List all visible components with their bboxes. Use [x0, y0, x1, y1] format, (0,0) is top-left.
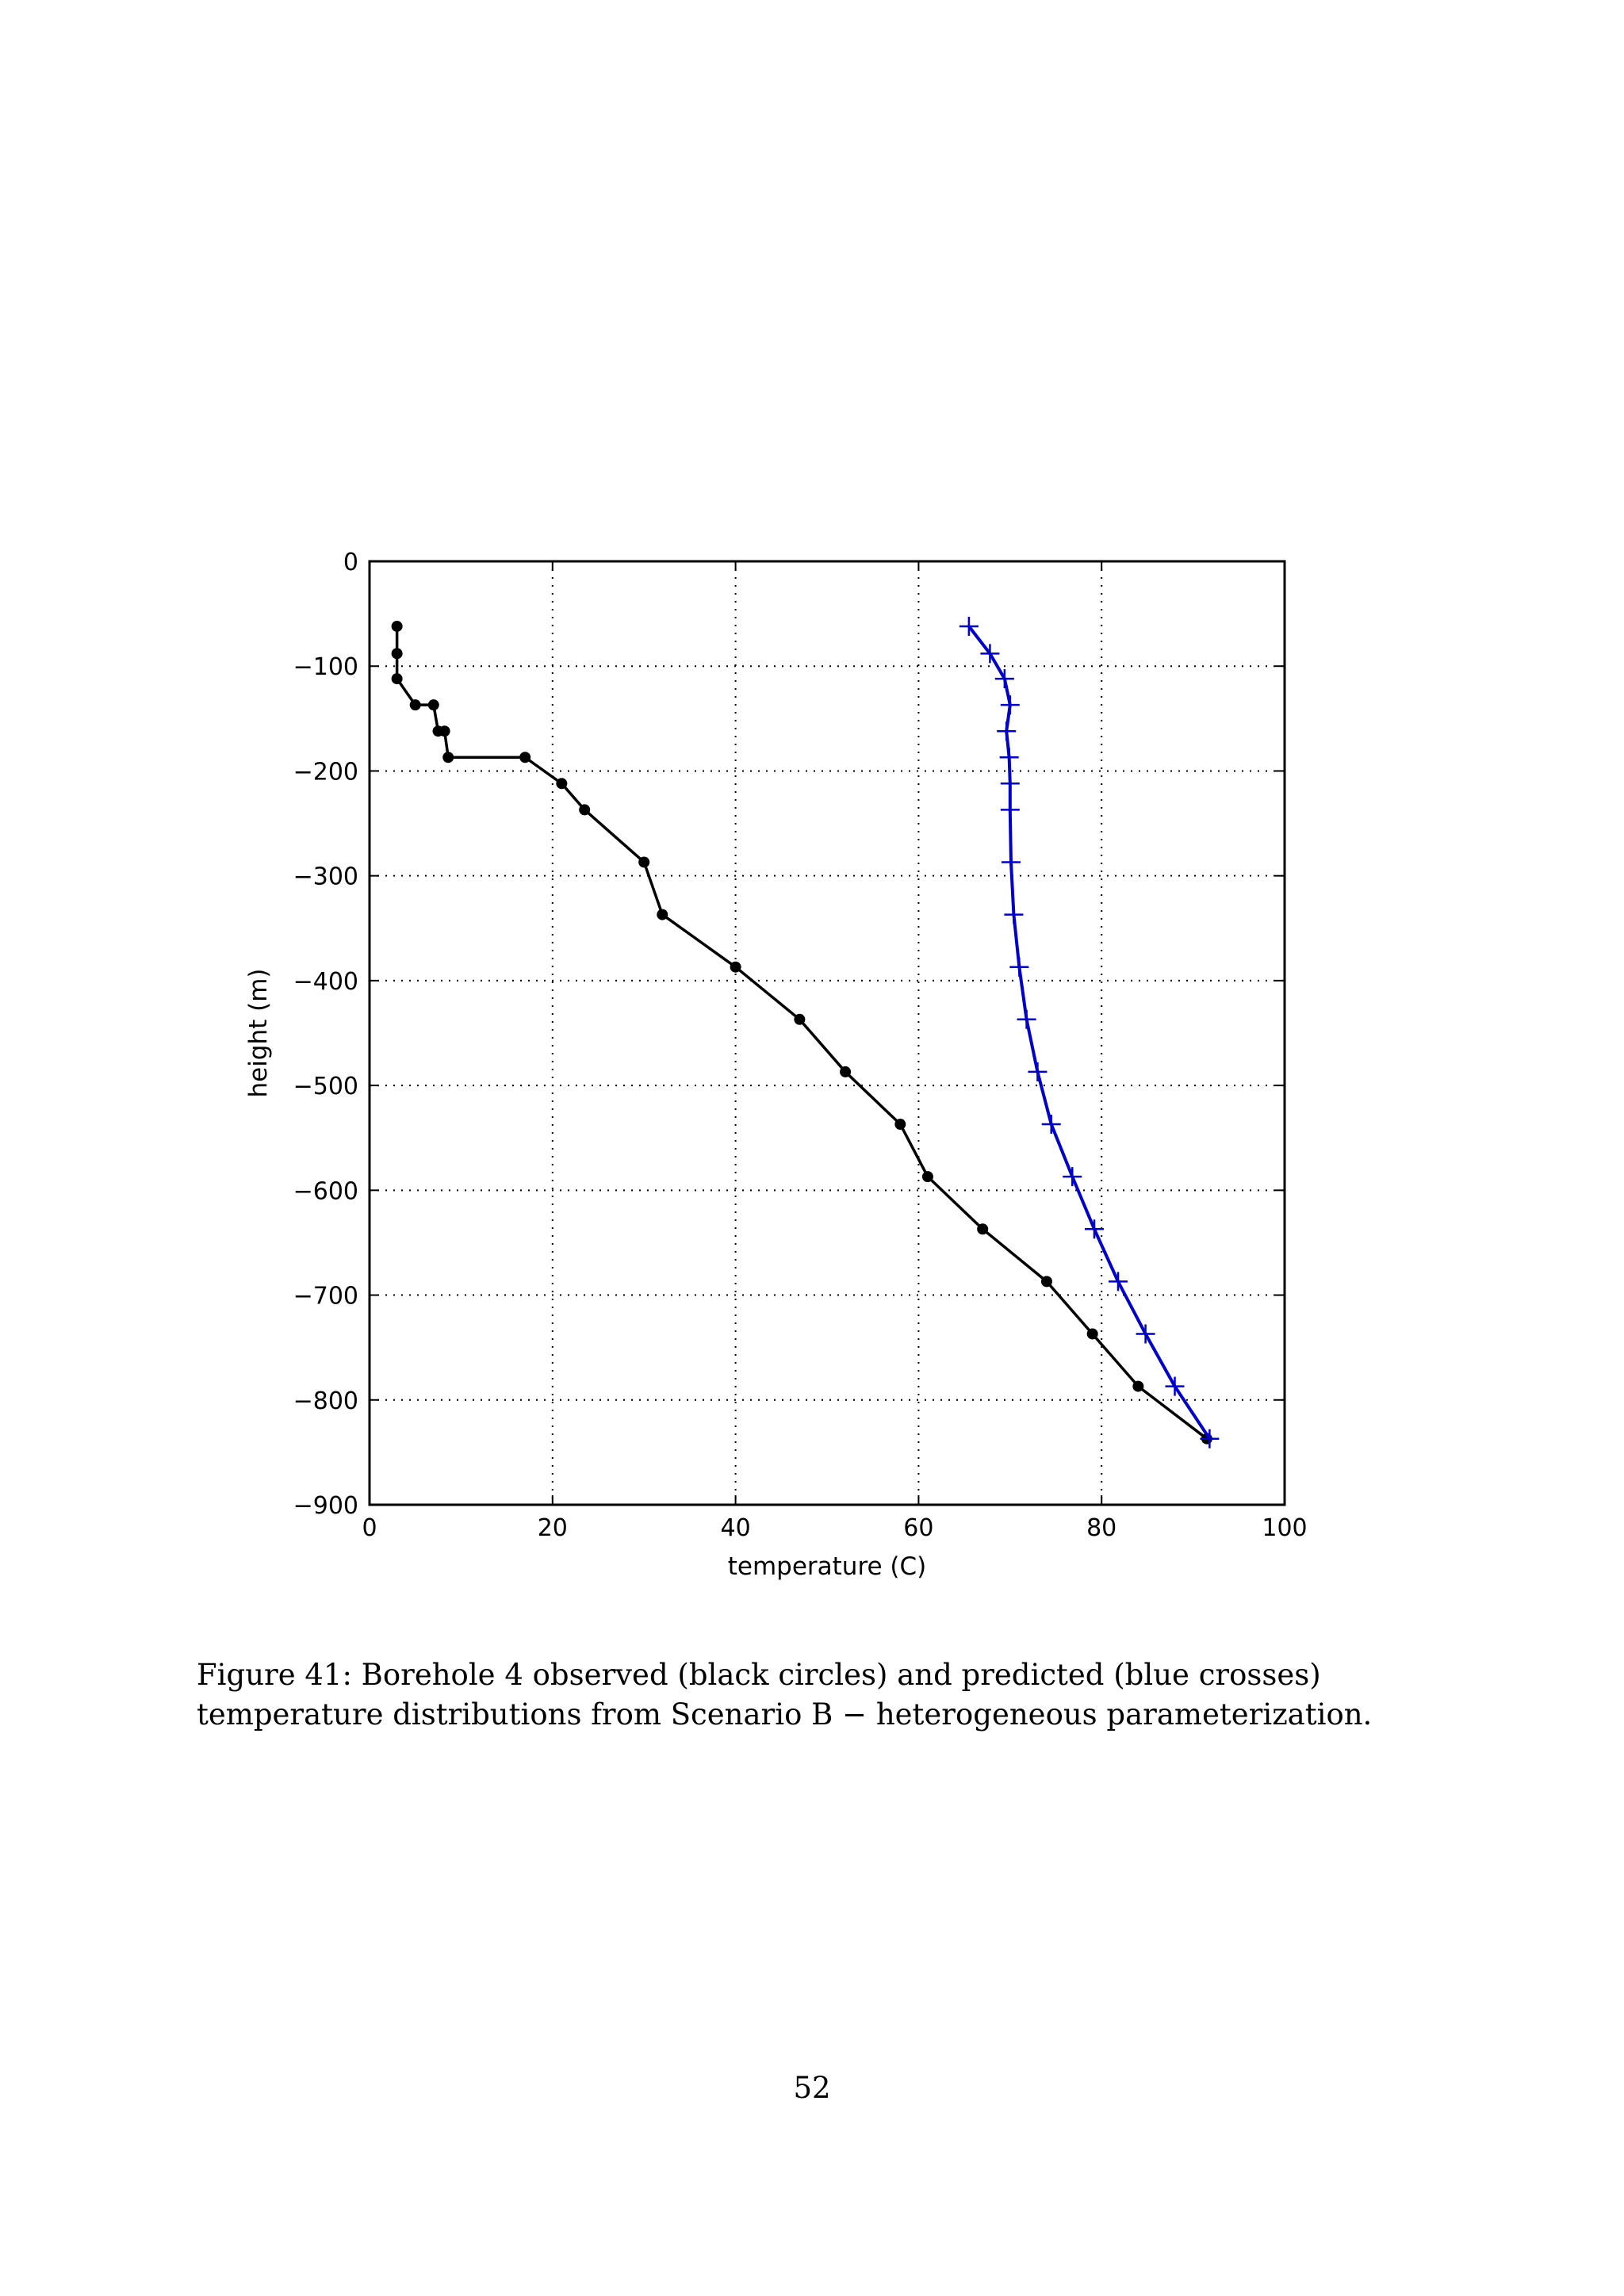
predicted-point [1041, 1115, 1061, 1135]
observed-point [556, 778, 568, 790]
x-tick-label: 80 [1086, 1514, 1116, 1542]
y-tick-label: −800 [293, 1387, 358, 1415]
predicted-point [1200, 1429, 1220, 1448]
predicted-point [1165, 1376, 1185, 1396]
data-series [391, 616, 1220, 1448]
predicted-point [1017, 1009, 1036, 1029]
observed-point [840, 1066, 852, 1077]
y-tick-label: −200 [293, 758, 358, 786]
observed-point [391, 673, 403, 685]
observed-point [391, 620, 403, 632]
y-tick-label: −500 [293, 1073, 358, 1100]
grid-lines [370, 561, 1285, 1505]
observed-point [391, 648, 403, 660]
predicted-point [1000, 695, 1020, 715]
y-tick-label: −700 [293, 1283, 358, 1311]
y-tick-label: −400 [293, 968, 358, 996]
x-tick-label: 40 [721, 1514, 751, 1542]
y-tick-label: 0 [343, 549, 358, 576]
series-1-line [967, 625, 1212, 1440]
y-tick-label: −100 [293, 653, 358, 681]
x-tick-label: 0 [362, 1514, 377, 1542]
predicted-point [1000, 774, 1020, 794]
observed-point [1086, 1328, 1098, 1340]
predicted-point [994, 669, 1014, 689]
observed-point [519, 752, 531, 763]
predicted-point [1028, 1062, 1048, 1081]
predicted-point [999, 748, 1019, 767]
observed-point [1132, 1380, 1144, 1392]
x-tick-label: 100 [1262, 1514, 1307, 1542]
predicted-point [1001, 852, 1021, 872]
observed-point [1040, 1276, 1052, 1288]
page-number: 52 [793, 2071, 831, 2105]
observed-point [638, 856, 650, 868]
y-axis-label: height (m) [244, 968, 273, 1097]
observed-point [439, 725, 450, 737]
x-tick-label: 60 [903, 1514, 933, 1542]
predicted-point [1004, 905, 1024, 924]
predicted-point [959, 616, 979, 636]
observed-point [921, 1171, 933, 1183]
y-tick-label: −600 [293, 1177, 358, 1205]
figure-caption: Figure 41: Borehole 4 observed (black ci… [197, 1658, 1373, 1732]
observed-point [442, 752, 454, 763]
axis-ticks: 0 20 40 60 80 100 0 −100 −200 −300 −400 −500 −600 −70… [293, 549, 1308, 1542]
y-tick-label: −900 [293, 1492, 358, 1520]
observed-point [730, 961, 741, 973]
predicted-point [1136, 1324, 1155, 1344]
observed-point [427, 699, 439, 711]
observed-point [977, 1223, 989, 1235]
predicted-point [997, 721, 1017, 741]
observed-point [794, 1013, 806, 1025]
x-axis-label: temperature (C) [728, 1552, 927, 1581]
predicted-point [1108, 1272, 1128, 1292]
x-tick-label: 20 [538, 1514, 568, 1542]
observed-point [894, 1119, 906, 1131]
observed-point [579, 804, 591, 816]
predicted-point [1000, 800, 1020, 820]
predicted-point [1063, 1167, 1082, 1187]
predicted-point [1009, 957, 1029, 977]
predicted-point [1084, 1219, 1104, 1239]
plot-frame [368, 560, 1286, 1506]
series-0-line [395, 626, 1208, 1441]
y-tick-label: −300 [293, 863, 358, 891]
predicted-point [980, 644, 1000, 664]
observed-point [657, 909, 668, 920]
observed-point [409, 699, 421, 711]
